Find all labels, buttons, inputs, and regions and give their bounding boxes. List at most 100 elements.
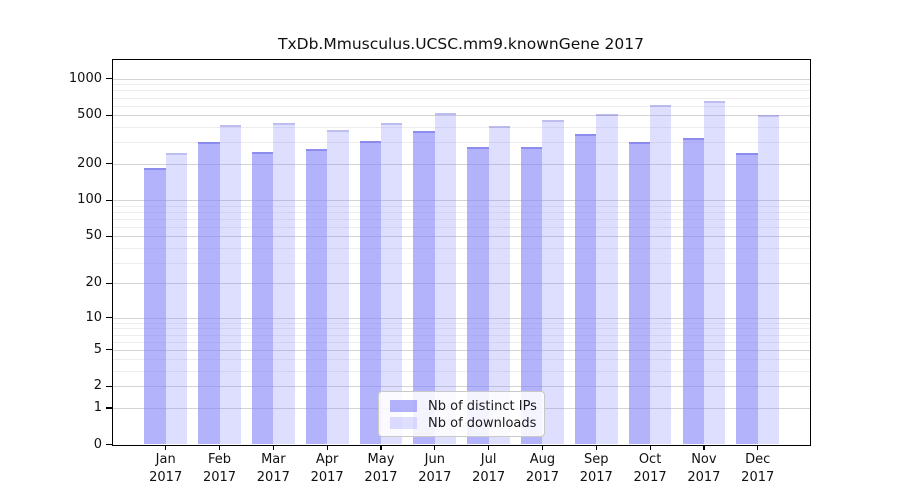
major-gridline xyxy=(112,78,810,80)
x-tick-mark xyxy=(541,444,544,450)
minor-gridline xyxy=(112,341,810,343)
y-tick-label: 1000 xyxy=(68,70,102,86)
y-tick-mark xyxy=(106,444,113,446)
major-gridline xyxy=(112,349,810,351)
bar-downloads-apr xyxy=(327,129,349,445)
y-tick-label: 2 xyxy=(93,378,102,394)
minor-gridline xyxy=(112,247,810,249)
minor-gridline xyxy=(112,205,810,207)
x-tick-mark xyxy=(757,444,759,450)
bar-downloads-jul xyxy=(488,125,510,445)
x-tick-mark xyxy=(488,444,490,450)
x-tick-mark xyxy=(272,444,275,450)
bar-downloads-dec xyxy=(757,114,780,445)
x-tick-label-nov: Nov 2017 xyxy=(687,452,721,485)
bar-distinct-ips-may xyxy=(359,140,381,445)
bar-distinct-ips-jul xyxy=(467,146,489,445)
minor-gridline xyxy=(112,218,810,220)
y-tick-label: 5 xyxy=(93,341,102,357)
y-tick-mark xyxy=(106,235,113,238)
minor-gridline xyxy=(112,84,810,86)
minor-gridline xyxy=(112,127,810,129)
bar-distinct-ips-sep xyxy=(574,134,597,445)
legend-swatch-distinct-ips xyxy=(390,400,417,412)
x-tick-label-oct: Oct 2017 xyxy=(633,452,667,485)
x-tick-label-jul: Jul 2017 xyxy=(472,452,506,485)
x-tick-mark xyxy=(326,444,328,450)
y-tick-label: 50 xyxy=(85,228,102,244)
y-tick-mark xyxy=(106,349,113,351)
y-tick-label: 200 xyxy=(77,155,102,171)
bar-downloads-nov xyxy=(703,100,726,445)
chart-title: TxDb.Mmusculus.UCSC.mm9.knownGene 2017 xyxy=(278,35,644,53)
legend-swatch-downloads xyxy=(390,417,417,429)
x-tick-label-jan: Jan 2017 xyxy=(149,452,183,485)
x-tick-mark xyxy=(219,444,221,450)
x-tick-label-apr: Apr 2017 xyxy=(310,452,344,485)
bar-downloads-jun xyxy=(434,113,457,445)
legend-row: Nb of distinct IPs xyxy=(390,398,537,414)
bar-downloads-may xyxy=(380,122,403,445)
y-tick-label: 500 xyxy=(77,107,102,123)
y-tick-label: 100 xyxy=(77,192,102,208)
y-tick-mark xyxy=(106,317,113,319)
minor-gridline xyxy=(112,371,810,373)
minor-gridline xyxy=(112,90,810,92)
y-tick-mark xyxy=(106,199,113,201)
legend-label-downloads: Nb of downloads xyxy=(428,415,537,431)
plot-area xyxy=(111,59,811,446)
y-tick-label: 1 xyxy=(93,399,102,415)
minor-gridline xyxy=(112,322,810,324)
bar-downloads-jan xyxy=(165,153,188,445)
bar-distinct-ips-apr xyxy=(305,148,328,445)
major-gridline xyxy=(112,115,810,117)
minor-gridline xyxy=(112,334,810,336)
bar-distinct-ips-jun xyxy=(413,131,435,445)
y-tick-label: 20 xyxy=(85,275,102,291)
major-gridline xyxy=(112,163,810,165)
y-tick-label: 0 xyxy=(93,436,102,452)
y-tick-mark xyxy=(106,385,113,388)
x-tick-mark xyxy=(595,444,597,450)
major-gridline xyxy=(112,386,810,388)
minor-gridline xyxy=(112,262,810,264)
bar-distinct-ips-aug xyxy=(521,146,543,445)
minor-gridline xyxy=(112,97,810,99)
x-tick-label-dec: Dec 2017 xyxy=(741,452,775,485)
legend-label-distinct-ips: Nb of distinct IPs xyxy=(428,398,537,414)
bar-distinct-ips-dec xyxy=(736,153,758,445)
x-tick-mark xyxy=(165,444,167,450)
bar-distinct-ips-feb xyxy=(198,142,220,445)
minor-gridline xyxy=(112,359,810,361)
x-tick-mark xyxy=(434,444,436,450)
bar-distinct-ips-mar xyxy=(251,151,274,445)
bar-distinct-ips-jan xyxy=(144,167,166,445)
y-tick-mark xyxy=(106,282,113,285)
bar-downloads-sep xyxy=(596,114,618,445)
bar-distinct-ips-oct xyxy=(628,142,651,445)
legend: Nb of distinct IPs Nb of downloads xyxy=(378,391,545,437)
bar-downloads-mar xyxy=(273,123,295,445)
bar-downloads-aug xyxy=(542,119,564,445)
major-gridline xyxy=(112,200,810,202)
y-tick-mark xyxy=(106,163,113,165)
minor-gridline xyxy=(112,105,810,107)
y-tick-mark xyxy=(106,407,113,409)
bar-distinct-ips-nov xyxy=(682,138,704,445)
x-tick-label-jun: Jun 2017 xyxy=(418,452,452,485)
major-gridline xyxy=(112,317,810,319)
major-gridline xyxy=(112,283,810,285)
y-tick-label: 10 xyxy=(85,309,102,325)
x-tick-label-aug: Aug 2017 xyxy=(525,452,559,485)
x-tick-mark xyxy=(703,444,705,450)
y-tick-mark xyxy=(106,114,113,116)
minor-gridline xyxy=(112,211,810,213)
x-tick-mark xyxy=(380,444,382,450)
y-tick-mark xyxy=(106,78,113,80)
minor-gridline xyxy=(112,226,810,228)
minor-gridline xyxy=(112,328,810,330)
x-tick-mark xyxy=(649,444,651,450)
x-tick-label-sep: Sep 2017 xyxy=(579,452,613,485)
x-tick-label-mar: Mar 2017 xyxy=(256,452,290,485)
